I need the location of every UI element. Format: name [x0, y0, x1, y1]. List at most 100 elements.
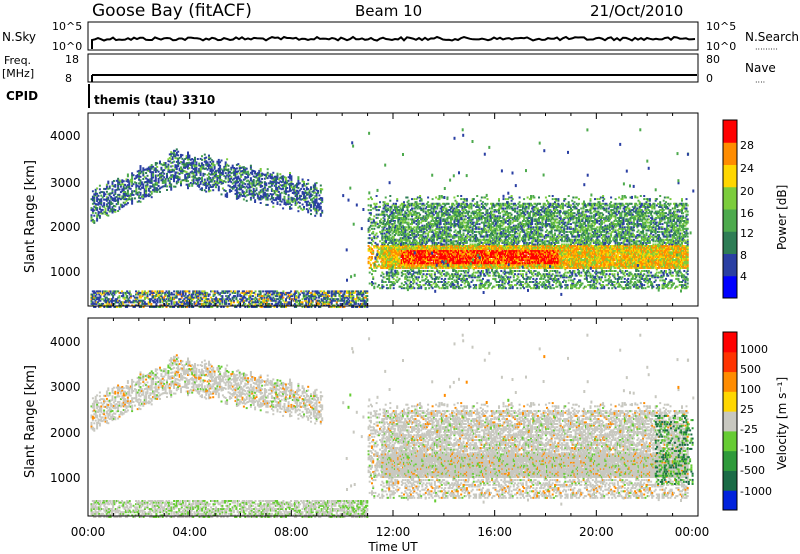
data-cell [178, 178, 181, 181]
data-cell [171, 296, 174, 299]
data-cell [315, 207, 318, 209]
data-cell [177, 165, 180, 167]
data-cell [143, 188, 146, 191]
data-cell [237, 195, 240, 198]
data-cell [224, 291, 226, 294]
data-cell [284, 185, 287, 188]
data-cell [213, 290, 216, 293]
data-cell [291, 186, 294, 189]
data-cell [366, 298, 369, 301]
data-cell [198, 184, 201, 187]
data-cell [142, 170, 145, 173]
data-cell [127, 304, 130, 307]
data-cell [224, 181, 227, 184]
data-cell [215, 182, 217, 185]
data-cell [375, 232, 378, 235]
data-cell [215, 180, 217, 183]
data-cell [369, 212, 372, 215]
data-cell [314, 204, 317, 207]
data-cell [241, 182, 244, 185]
data-cell [248, 180, 251, 183]
data-cell [145, 188, 148, 191]
data-cell [315, 212, 318, 215]
data-cell [282, 187, 285, 190]
data-cell [164, 183, 167, 186]
data-cell [187, 167, 189, 170]
data-cell [104, 188, 107, 190]
data-cell [98, 293, 101, 296]
data-cell [105, 304, 108, 307]
data-cell [213, 299, 216, 302]
data-cell [270, 195, 273, 198]
data-cell [167, 179, 170, 182]
data-cell [142, 299, 145, 302]
data-cell [218, 302, 221, 305]
data-cell [133, 301, 136, 304]
data-cell [123, 291, 126, 294]
data-cell [112, 295, 115, 298]
data-cell [95, 296, 98, 299]
data-cell [90, 302, 93, 305]
data-cell [139, 165, 142, 168]
data-cell [305, 192, 308, 194]
data-cell [358, 296, 361, 299]
data-cell [272, 180, 275, 183]
data-cell [131, 301, 134, 304]
data-cell [94, 208, 97, 211]
data-cell [286, 181, 289, 184]
data-cell [123, 301, 126, 304]
data-cell [222, 306, 225, 308]
data-cell [129, 178, 132, 181]
data-cell [230, 172, 233, 175]
data-cell [217, 176, 220, 179]
data-cell [308, 196, 311, 199]
data-cell [222, 290, 225, 293]
data-cell [177, 302, 179, 305]
data-cell [117, 290, 120, 293]
data-cell [206, 173, 209, 176]
data-cell [155, 306, 158, 308]
data-cell [318, 206, 321, 209]
data-cell [180, 295, 183, 298]
data-cell [256, 197, 259, 200]
data-cell [407, 218, 410, 221]
data-cell [202, 290, 205, 293]
data-cell [160, 173, 163, 176]
data-cell [240, 179, 243, 182]
data-cell [98, 206, 101, 209]
data-cell [113, 299, 116, 302]
data-cell [107, 301, 110, 304]
data-cell [228, 188, 231, 191]
data-cell [440, 226, 443, 229]
data-cell [299, 293, 301, 296]
data-cell [152, 189, 155, 192]
data-cell [196, 295, 198, 298]
data-cell [167, 170, 170, 173]
data-cell [135, 187, 138, 190]
data-cell [90, 219, 93, 222]
data-cell [168, 169, 171, 172]
data-cell [240, 184, 243, 187]
data-cell [114, 196, 117, 199]
data-cell [159, 173, 161, 175]
data-cell [197, 291, 200, 294]
data-cell [118, 291, 121, 294]
data-cell [206, 298, 209, 301]
data-cell [170, 170, 173, 173]
data-cell [192, 291, 195, 294]
data-cell [151, 291, 154, 294]
data-cell [152, 291, 155, 294]
data-cell [154, 306, 157, 308]
data-cell [182, 306, 184, 308]
data-cell [184, 179, 187, 182]
data-cell [227, 179, 230, 182]
data-cell [175, 177, 178, 179]
data-cell [188, 167, 191, 170]
data-cell [433, 271, 436, 274]
data-cell [197, 293, 200, 296]
data-cell [205, 163, 208, 166]
data-cell [266, 203, 269, 206]
data-cell [298, 189, 301, 192]
data-cell [123, 296, 126, 299]
data-cell [174, 301, 177, 304]
